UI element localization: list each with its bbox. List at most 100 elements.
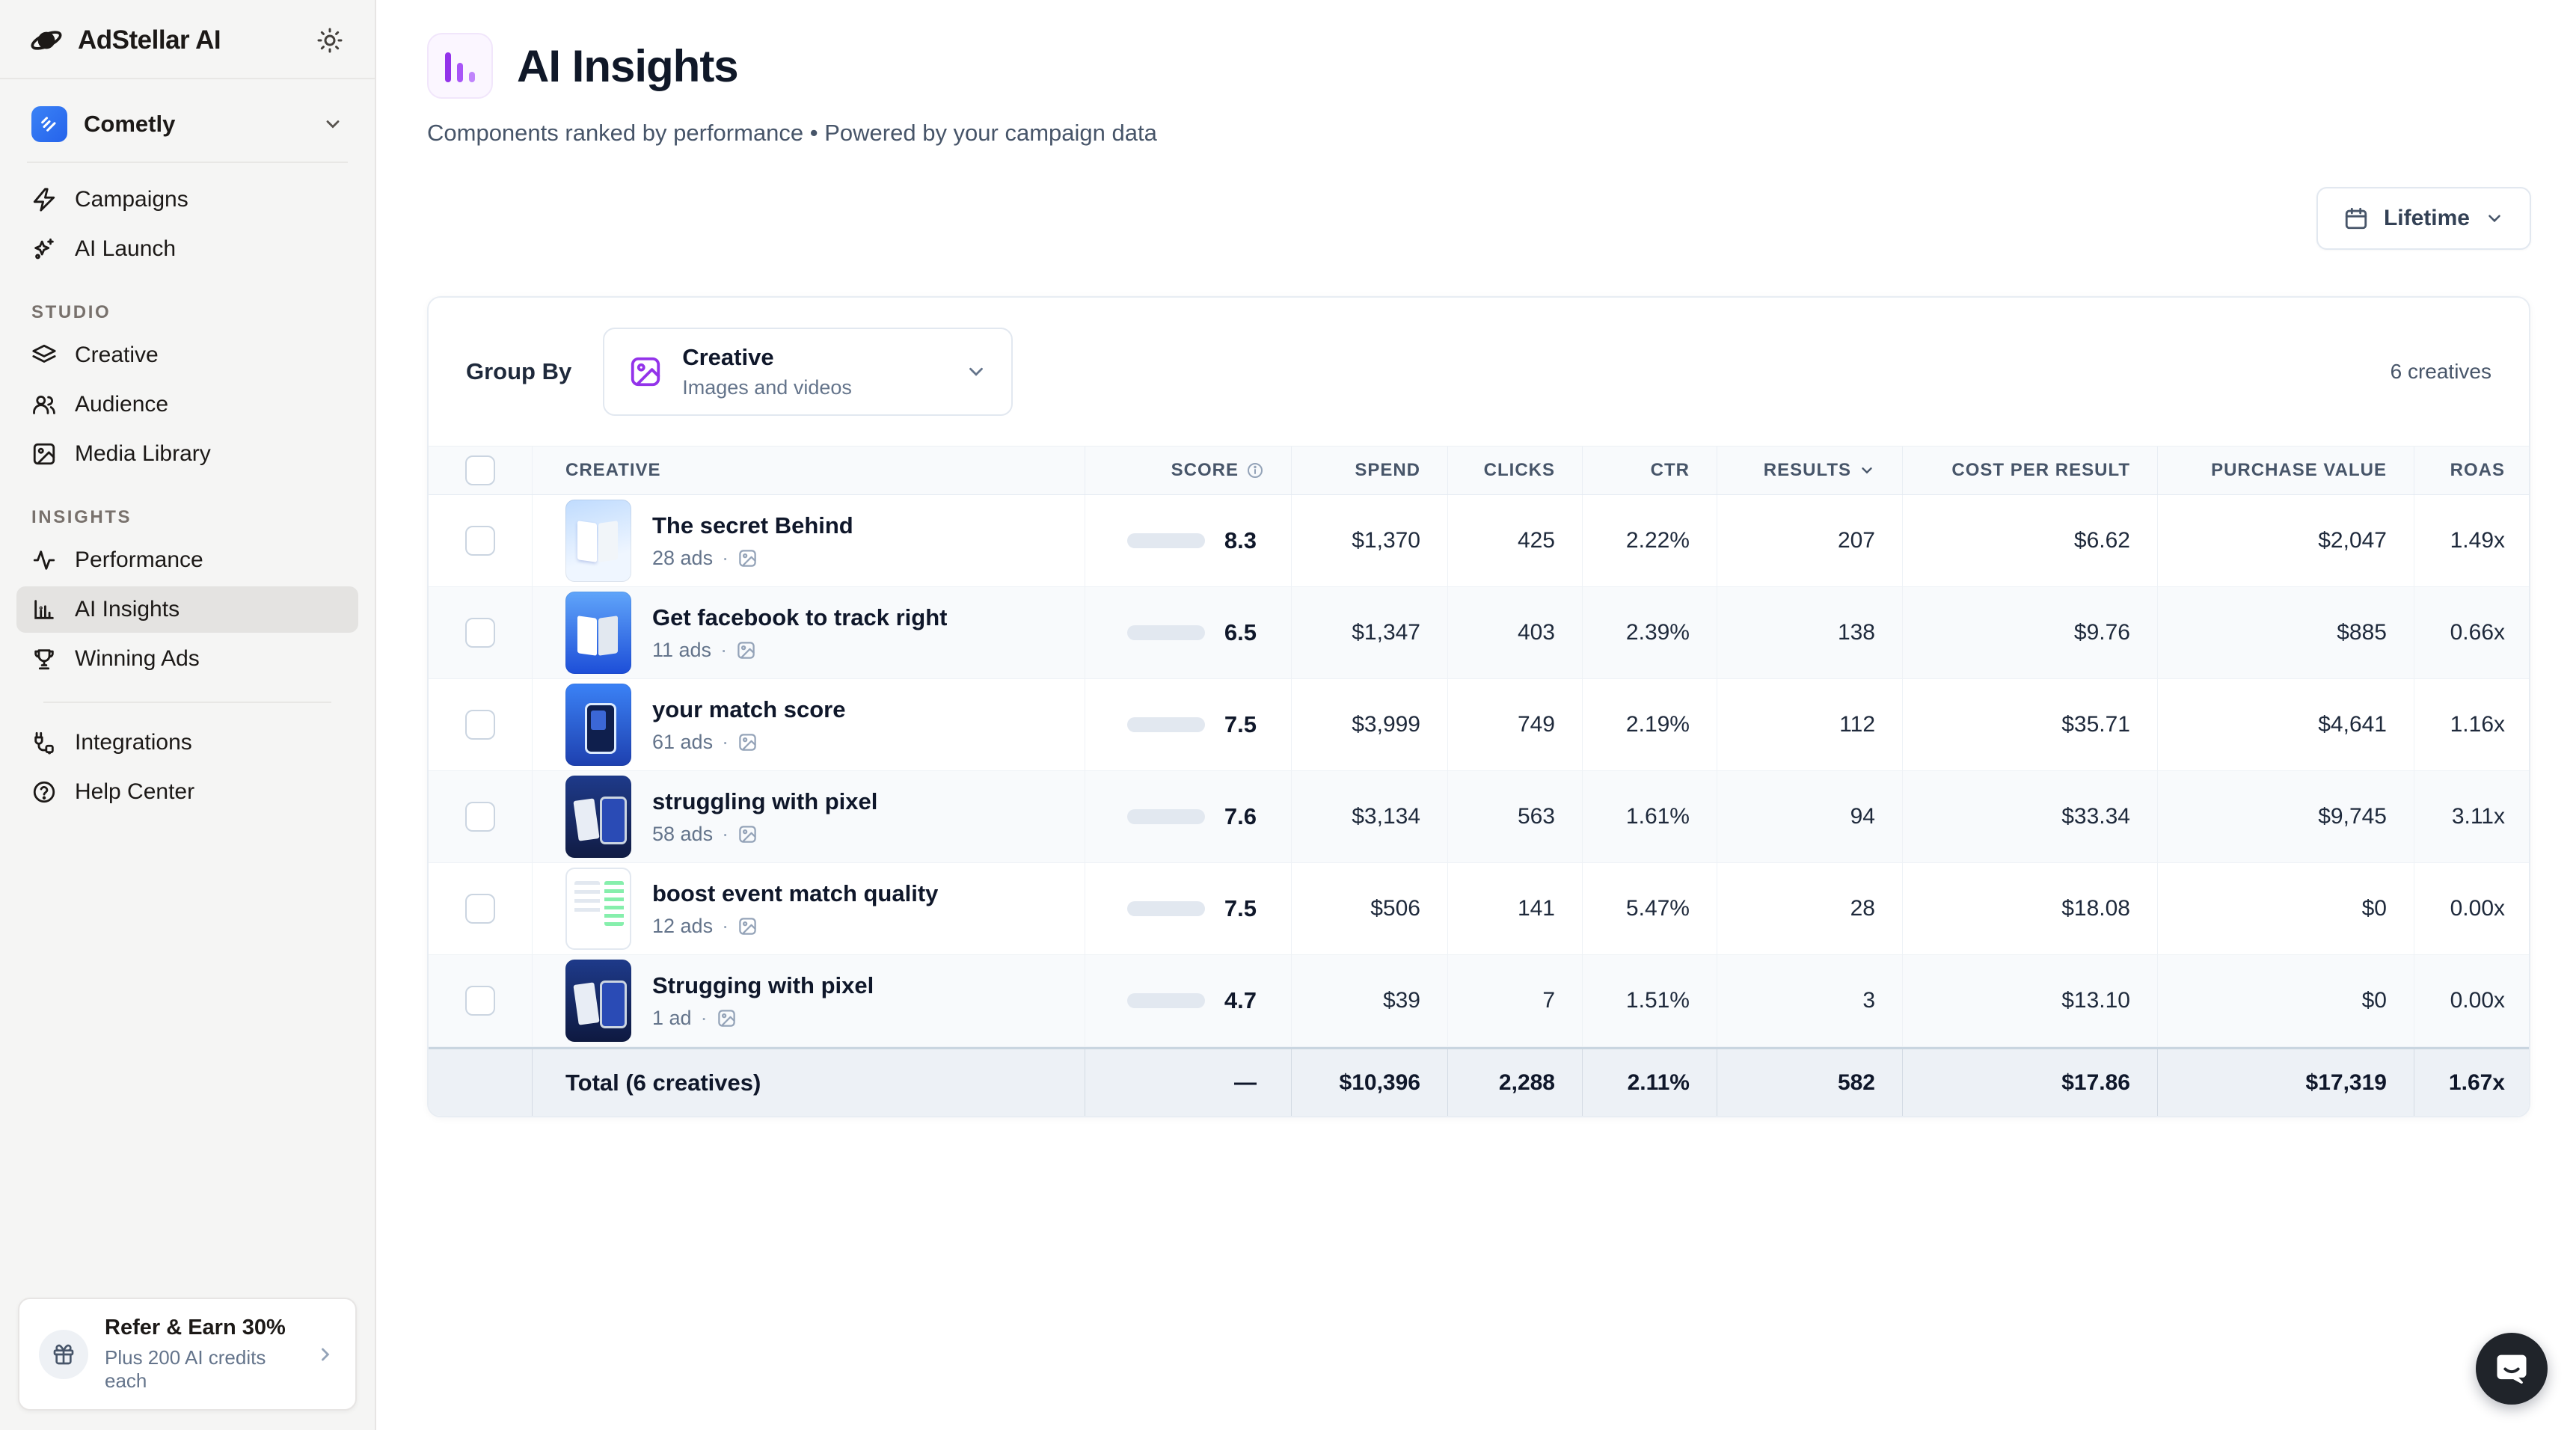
- row-checkbox[interactable]: [465, 894, 495, 924]
- sidebar-item-integrations[interactable]: Integrations: [16, 719, 358, 766]
- column-header-cost-per-result[interactable]: COST PER RESULT: [1903, 447, 2158, 494]
- planet-icon: [30, 24, 63, 57]
- total-label: Total (6 creatives): [533, 1049, 1085, 1116]
- roas-value: 1.16x: [2450, 712, 2505, 737]
- image-icon-small: [736, 640, 756, 660]
- sort-chevron-down-icon: [1862, 467, 1872, 474]
- sidebar-item-label: Integrations: [75, 730, 192, 755]
- table-row[interactable]: Get facebook to track right 11 ads · 6.5…: [429, 587, 2529, 679]
- column-header-spend[interactable]: SPEND: [1292, 447, 1448, 494]
- table-row[interactable]: The secret Behind 28 ads · 8.3 $1,370 42…: [429, 495, 2529, 587]
- column-header-score[interactable]: SCORE: [1085, 447, 1292, 494]
- column-header-creative[interactable]: CREATIVE: [533, 447, 1085, 494]
- roas-value: 3.11x: [2451, 804, 2505, 829]
- total-clicks: 2,288: [1448, 1049, 1583, 1116]
- column-header-purchase-value[interactable]: PURCHASE VALUE: [2158, 447, 2414, 494]
- roas-value: 0.66x: [2450, 620, 2505, 645]
- total-spend: $10,396: [1292, 1049, 1448, 1116]
- info-icon: [1248, 463, 1263, 478]
- main-content: AI Insights Components ranked by perform…: [376, 0, 2576, 1430]
- page-title: AI Insights: [517, 40, 739, 91]
- table-row[interactable]: boost event match quality 12 ads · 7.5 $…: [429, 863, 2529, 955]
- dot-separator: ·: [722, 822, 729, 845]
- chat-button[interactable]: [2476, 1333, 2548, 1405]
- purchase-value-value: $0: [2158, 955, 2414, 1046]
- purchase-value-value: $0: [2158, 863, 2414, 954]
- users-icon: [31, 392, 57, 417]
- sidebar-item-ai-launch[interactable]: AI Launch: [16, 226, 358, 272]
- bar-chart-icon: [31, 597, 57, 622]
- sidebar-item-performance[interactable]: Performance: [16, 537, 358, 583]
- ads-count: 12 ads: [652, 914, 714, 937]
- score-value: 4.7: [1224, 987, 1257, 1013]
- theme-toggle-button[interactable]: [312, 22, 348, 58]
- date-range-button[interactable]: Lifetime: [2316, 187, 2531, 250]
- sidebar-item-help-center[interactable]: Help Center: [16, 769, 358, 815]
- section-label-insights: INSIGHTS: [31, 507, 132, 527]
- cost-per-result-value: $18.08: [1903, 863, 2158, 954]
- row-checkbox[interactable]: [465, 802, 495, 832]
- sidebar: AdStellar AI Cometly Campaigns AI Launch…: [0, 0, 376, 1430]
- chat-bubble-icon: [2492, 1349, 2531, 1388]
- app-title: AdStellar AI: [78, 25, 221, 55]
- creative-name: boost event match quality: [652, 880, 939, 906]
- clicks-value: 403: [1448, 587, 1583, 678]
- column-header-roas[interactable]: ROAS: [2450, 460, 2505, 480]
- dot-separator: ·: [722, 546, 729, 569]
- sidebar-item-media-library[interactable]: Media Library: [16, 431, 358, 477]
- roas-value: 1.49x: [2450, 528, 2505, 553]
- sidebar-item-label: AI Insights: [75, 597, 180, 622]
- purchase-value-value: $2,047: [2158, 495, 2414, 586]
- cost-per-result-value: $13.10: [1903, 955, 2158, 1046]
- creative-name: struggling with pixel: [652, 788, 878, 814]
- row-checkbox[interactable]: [465, 618, 495, 648]
- score-value: 7.5: [1224, 895, 1257, 921]
- row-checkbox[interactable]: [465, 986, 495, 1016]
- group-by-description: Images and videos: [682, 376, 852, 399]
- sidebar-item-campaigns[interactable]: Campaigns: [16, 177, 358, 223]
- sidebar-item-winning-ads[interactable]: Winning Ads: [16, 636, 358, 682]
- image-icon-small: [737, 824, 758, 844]
- divider: [27, 162, 348, 163]
- row-checkbox[interactable]: [465, 526, 495, 556]
- score-bar: [1126, 533, 1205, 548]
- column-header-results[interactable]: RESULTS: [1717, 447, 1903, 494]
- workspace-switcher[interactable]: Cometly: [18, 96, 357, 153]
- creative-thumbnail: [565, 500, 631, 582]
- creative-count: 6 creatives: [2390, 360, 2491, 383]
- group-by-dropdown[interactable]: Creative Images and videos: [603, 328, 1013, 416]
- spend-value: $3,134: [1292, 771, 1448, 862]
- creative-thumbnail: [565, 776, 631, 858]
- cost-per-result-value: $35.71: [1903, 679, 2158, 770]
- ads-count: 28 ads: [652, 546, 714, 569]
- help-circle-icon: [31, 779, 57, 805]
- logo-row: AdStellar AI: [0, 0, 375, 79]
- results-value: 138: [1717, 587, 1903, 678]
- ai-insights-icon: [427, 33, 493, 99]
- table-row[interactable]: Strugging with pixel 1 ad · 4.7 $39 7 1.…: [429, 955, 2529, 1047]
- score-value: 7.5: [1224, 711, 1257, 737]
- referral-card[interactable]: Refer & Earn 30% Plus 200 AI credits eac…: [18, 1298, 357, 1411]
- results-value: 28: [1717, 863, 1903, 954]
- sun-icon: [316, 27, 343, 54]
- sidebar-item-ai-insights[interactable]: AI Insights: [16, 586, 358, 633]
- results-value: 207: [1717, 495, 1903, 586]
- spend-value: $1,347: [1292, 587, 1448, 678]
- spend-value: $3,999: [1292, 679, 1448, 770]
- select-all-checkbox[interactable]: [465, 455, 495, 485]
- purchase-value-value: $4,641: [2158, 679, 2414, 770]
- column-header-clicks[interactable]: CLICKS: [1448, 447, 1583, 494]
- creative-name: The secret Behind: [652, 512, 853, 538]
- clicks-value: 7: [1448, 955, 1583, 1046]
- image-icon-small: [737, 916, 758, 936]
- row-checkbox[interactable]: [465, 710, 495, 740]
- sidebar-item-audience[interactable]: Audience: [16, 381, 358, 428]
- creative-thumbnail: [565, 868, 631, 950]
- table-row[interactable]: struggling with pixel 58 ads · 7.6 $3,13…: [429, 771, 2529, 863]
- table-row[interactable]: your match score 61 ads · 7.5 $3,999 749…: [429, 679, 2529, 771]
- referral-subtitle: Plus 200 AI credits each: [105, 1346, 266, 1392]
- sidebar-item-creative[interactable]: Creative: [16, 332, 358, 378]
- column-header-ctr[interactable]: CTR: [1583, 447, 1717, 494]
- section-label-studio: STUDIO: [31, 302, 111, 322]
- chevron-down-icon: [969, 367, 984, 376]
